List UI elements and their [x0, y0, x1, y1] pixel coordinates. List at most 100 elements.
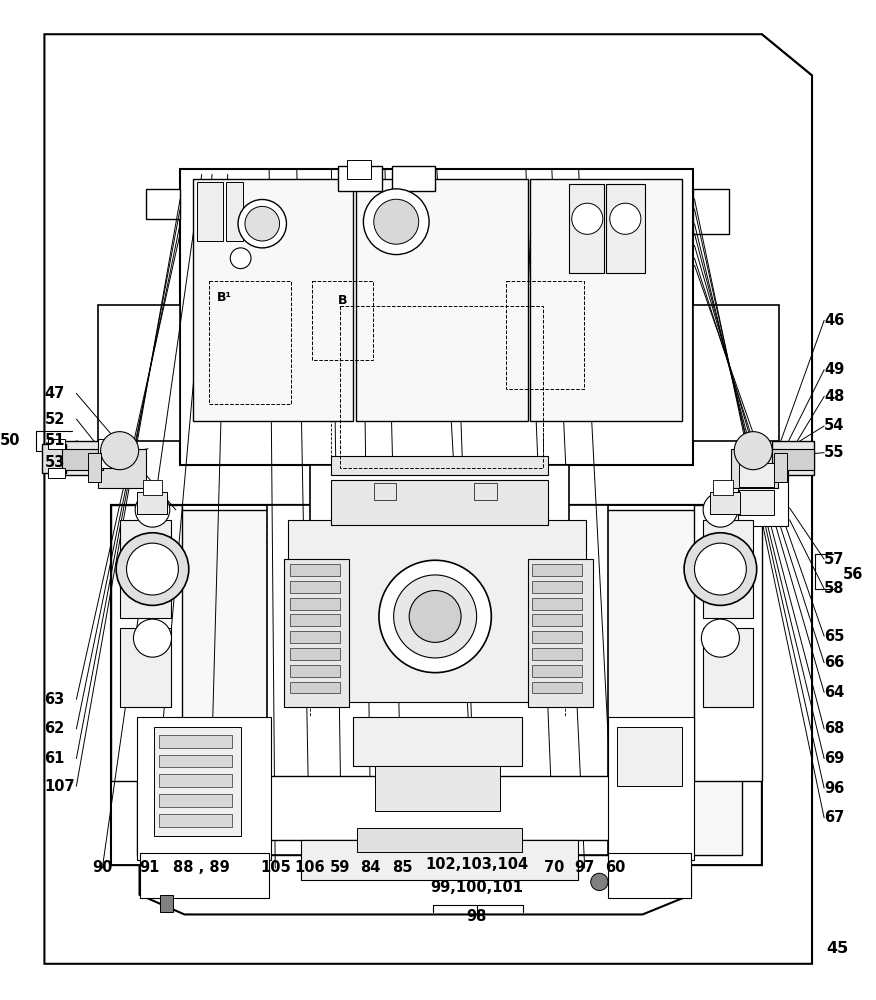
Bar [159, 735, 232, 748]
Bar [353, 717, 521, 766]
Bar [695, 505, 762, 781]
Bar [731, 449, 778, 488]
Text: 59: 59 [330, 860, 350, 875]
Bar [111, 505, 182, 781]
Text: 90: 90 [92, 860, 112, 875]
Bar [357, 828, 521, 852]
Bar [532, 614, 582, 626]
Text: 98: 98 [466, 909, 487, 924]
Bar [773, 441, 814, 475]
Text: 66: 66 [824, 655, 844, 670]
Circle shape [684, 533, 757, 605]
Bar [608, 717, 695, 860]
Circle shape [135, 493, 170, 527]
Bar [738, 457, 788, 526]
Bar [284, 559, 349, 707]
Bar [159, 794, 232, 807]
Bar [528, 559, 593, 707]
Text: 51: 51 [45, 433, 65, 448]
Text: 96: 96 [824, 781, 844, 796]
Bar [331, 480, 548, 525]
Bar [120, 628, 172, 707]
Bar [375, 766, 500, 811]
Bar [310, 465, 569, 525]
Bar [532, 564, 582, 576]
Circle shape [364, 189, 429, 255]
Bar [266, 776, 609, 840]
Text: 54: 54 [824, 418, 844, 433]
Polygon shape [693, 189, 729, 234]
Bar [98, 449, 145, 488]
Bar [290, 614, 340, 626]
Text: 53: 53 [45, 455, 65, 470]
Bar [532, 648, 582, 660]
Bar [61, 441, 103, 475]
Bar [569, 184, 604, 273]
Bar [331, 456, 548, 475]
Bar [120, 520, 172, 618]
Bar [710, 492, 740, 514]
Circle shape [126, 543, 179, 595]
Text: 105: 105 [260, 860, 291, 875]
Text: 45: 45 [826, 941, 848, 956]
Bar [703, 628, 753, 707]
Circle shape [702, 619, 739, 657]
Text: 57: 57 [824, 552, 844, 567]
Bar [48, 439, 65, 449]
Bar [703, 520, 753, 618]
Bar [506, 281, 583, 389]
Bar [180, 169, 693, 465]
Circle shape [238, 199, 286, 248]
Bar [474, 483, 497, 500]
Bar [739, 463, 774, 487]
Bar [137, 492, 167, 514]
Bar [290, 631, 340, 643]
Bar [266, 505, 608, 855]
Text: 50: 50 [0, 433, 20, 448]
Circle shape [695, 543, 746, 595]
Bar [159, 814, 232, 827]
Circle shape [590, 873, 608, 891]
Circle shape [117, 533, 188, 605]
Text: 46: 46 [824, 313, 844, 328]
Bar [290, 564, 340, 576]
Bar [392, 166, 435, 191]
Bar [606, 184, 646, 273]
Text: 63: 63 [45, 692, 65, 707]
Text: 106: 106 [294, 860, 325, 875]
Text: 70: 70 [544, 860, 565, 875]
Bar [290, 665, 340, 677]
Text: 107: 107 [45, 779, 75, 794]
Circle shape [409, 591, 461, 642]
Bar [159, 755, 232, 767]
Bar [532, 682, 582, 693]
Circle shape [133, 619, 172, 657]
Text: 65: 65 [824, 629, 844, 644]
Bar [340, 306, 543, 468]
Bar [143, 480, 162, 495]
Bar [160, 895, 173, 912]
Text: 88 , 89: 88 , 89 [173, 860, 230, 875]
Text: 55: 55 [824, 445, 844, 460]
Bar [532, 598, 582, 610]
Bar [347, 160, 371, 179]
Bar [288, 520, 586, 702]
Bar [226, 182, 244, 241]
Bar [208, 281, 291, 404]
Text: 52: 52 [45, 412, 65, 427]
Polygon shape [111, 505, 762, 914]
Text: 67: 67 [824, 810, 844, 825]
Bar [356, 179, 528, 421]
Bar [530, 179, 682, 421]
Bar [197, 182, 223, 241]
Circle shape [379, 560, 491, 673]
Bar [290, 648, 340, 660]
Bar [374, 483, 396, 500]
Circle shape [610, 203, 641, 234]
Bar [154, 727, 241, 836]
Bar [313, 281, 373, 360]
Bar [617, 727, 682, 786]
Text: 47: 47 [45, 386, 65, 401]
Bar [290, 598, 340, 610]
Bar [159, 774, 232, 787]
